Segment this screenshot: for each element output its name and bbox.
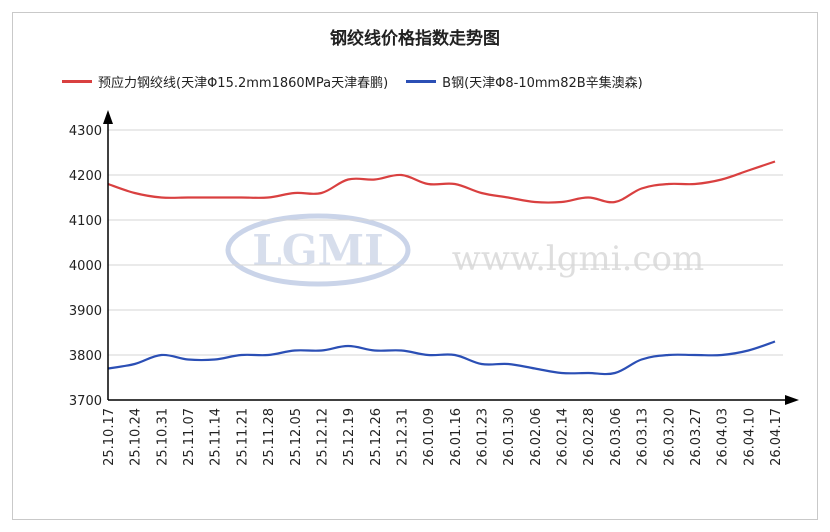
y-tick-label: 3900	[69, 304, 102, 319]
x-tick-label: 26.01.09	[422, 408, 437, 466]
axes	[103, 110, 799, 405]
x-axis-arrow	[785, 395, 799, 405]
x-tick-label: 26.03.20	[662, 408, 677, 466]
legend-item-series-1[interactable]: 预应力钢绞线(天津Φ15.2mm1860MPa天津春鹏)	[62, 72, 388, 91]
chart-frame	[12, 12, 818, 520]
x-tick-label: 26.01.30	[502, 408, 517, 466]
watermark-logo-text: LGMI	[252, 226, 384, 275]
x-tick-label: 26.03.13	[636, 408, 651, 466]
y-tick-labels: 3700 3800 3900 4000 4100 4200 4300	[69, 124, 102, 409]
y-tick-label: 4000	[69, 259, 102, 274]
x-tick-labels: 25.10.17 25.10.24 25.10.31 25.11.07 25.11.14…	[102, 408, 784, 466]
x-tick-label: 25.12.31	[395, 408, 410, 466]
y-tick-label: 3800	[69, 349, 102, 364]
x-tick-label: 25.11.28	[262, 408, 277, 466]
series-line-1	[107, 160, 776, 204]
legend-label-series-1: 预应力钢绞线(天津Φ15.2mm1860MPa天津春鹏)	[98, 76, 389, 91]
series-lines	[107, 160, 776, 376]
y-tick-label: 3700	[69, 394, 102, 409]
x-tick-label: 25.11.14	[209, 408, 224, 466]
x-tick-label: 25.10.31	[155, 408, 170, 466]
x-tick-label: 26.03.27	[689, 408, 704, 466]
x-tick-label: 26.01.16	[449, 408, 464, 466]
chart-title: 钢绞线价格指数走势图	[330, 29, 500, 49]
x-tick-label: 25.11.07	[182, 408, 197, 466]
x-tick-label: 26.04.10	[742, 408, 757, 466]
legend: 预应力钢绞线(天津Φ15.2mm1860MPa天津春鹏) B钢(天津Φ8-10m…	[62, 72, 661, 91]
x-tick-label: 25.10.24	[129, 408, 144, 466]
legend-item-series-2[interactable]: B钢(天津Φ8-10mm82B辛集澳森)	[406, 72, 643, 91]
x-tick-label: 25.12.26	[369, 408, 384, 466]
x-tick-label: 26.02.14	[556, 408, 571, 466]
watermark: LGMI www.lgmi.com	[225, 213, 704, 287]
x-tick-label: 26.04.03	[716, 408, 731, 466]
x-tick-label: 25.12.19	[342, 408, 357, 466]
x-tick-label: 25.12.05	[289, 408, 304, 466]
y-tick-label: 4100	[69, 214, 102, 229]
x-tick-label: 26.01.23	[476, 408, 491, 466]
legend-swatch-series-2	[406, 80, 437, 83]
x-tick-label: 25.11.21	[235, 408, 250, 466]
x-tick-label: 26.04.17	[769, 408, 784, 466]
y-axis-arrow	[103, 110, 113, 124]
legend-swatch-series-1	[62, 80, 92, 83]
watermark-site-text: www.lgmi.com	[452, 239, 704, 279]
y-tick-label: 4200	[69, 169, 102, 184]
x-tick-label: 26.03.06	[609, 408, 624, 466]
x-tick-label: 25.12.12	[315, 408, 330, 466]
x-tick-label: 26.02.28	[582, 408, 597, 466]
x-tick-label: 25.10.17	[102, 408, 117, 466]
series-line-2	[107, 340, 776, 376]
legend-label-series-2: B钢(天津Φ8-10mm82B辛集澳森)	[442, 76, 643, 91]
watermark-logo-ring	[225, 213, 411, 287]
y-tick-label: 4300	[69, 124, 102, 139]
x-tick-label: 26.02.06	[529, 408, 544, 466]
